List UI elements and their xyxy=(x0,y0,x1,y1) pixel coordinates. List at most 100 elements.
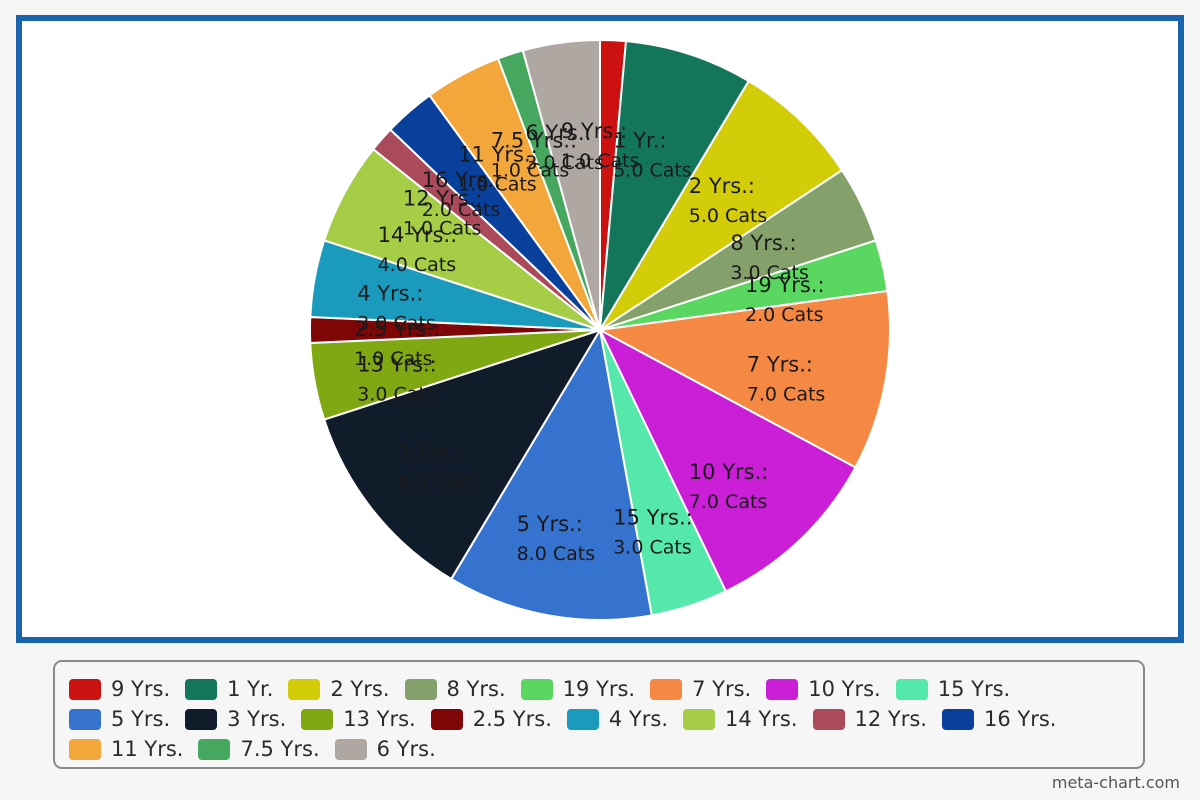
legend-label: 15 Yrs. xyxy=(937,677,1011,701)
slice-value-9-yrs: 1.0 Cats xyxy=(561,150,640,172)
legend-swatch xyxy=(288,678,321,700)
slice-label-12-yrs: 12 Yrs.: xyxy=(403,187,483,211)
slice-value-5-yrs: 8.0 Cats xyxy=(517,543,596,565)
slice-value-13-yrs: 3.0 Cats xyxy=(357,383,436,405)
legend-item-4-yrs[interactable]: 4 Yrs. xyxy=(566,707,669,731)
legend-label: 16 Yrs. xyxy=(983,707,1057,731)
pie-slice-2-yrs[interactable] xyxy=(599,79,844,331)
pie-slice-7-yrs[interactable] xyxy=(596,289,891,469)
pie-slice-5-yrs[interactable] xyxy=(449,327,653,621)
legend-item-3-yrs[interactable]: 3 Yrs. xyxy=(185,707,286,731)
legend-swatch xyxy=(430,708,463,730)
legend-label: 4 Yrs. xyxy=(608,707,669,731)
legend-item-15-yrs[interactable]: 15 Yrs. xyxy=(895,677,1011,701)
legend-swatch xyxy=(566,708,599,730)
slice-label-16-yrs: 16 Yrs.: xyxy=(422,168,502,192)
legend-item-5-yrs[interactable]: 5 Yrs. xyxy=(69,707,170,731)
slice-value-6-yrs: 3.0 Cats xyxy=(525,152,604,174)
legend-label: 19 Yrs. xyxy=(562,677,636,701)
legend-label: 9 Yrs. xyxy=(111,677,171,701)
slice-value-1-yr: 5.0 Cats xyxy=(613,160,692,182)
slice-label-8-yrs: 8 Yrs.: xyxy=(730,231,796,255)
legend-row: 5 Yrs. 3 Yrs. 13 Yrs. 2.5 Yrs. 4 Yrs. 14 Yrs.… xyxy=(69,704,1143,734)
legend-item-19-yrs[interactable]: 19 Yrs. xyxy=(520,677,636,701)
legend-item-14-yrs[interactable]: 14 Yrs. xyxy=(683,707,798,731)
slice-label-7-5-yrs: 7.5 Yrs.: xyxy=(491,129,577,153)
slice-label-4-yrs: 4 Yrs.: xyxy=(357,282,423,306)
legend-row: 9 Yrs. 1 Yr. 2 Yrs. 8 Yrs. 19 Yrs. 7 Yrs. 10 Y… xyxy=(69,674,1143,704)
legend-label: 7.5 Yrs. xyxy=(240,737,320,761)
legend-item-7-5-yrs[interactable]: 7.5 Yrs. xyxy=(198,737,320,761)
slice-value-7-yrs: 7.0 Cats xyxy=(747,383,826,405)
slice-value-2-yrs: 5.0 Cats xyxy=(689,205,768,227)
slice-value-8-yrs: 3.0 Cats xyxy=(730,262,809,284)
legend-label: 13 Yrs. xyxy=(343,707,416,731)
legend-swatch xyxy=(766,678,799,700)
legend-item-11-yrs[interactable]: 11 Yrs. xyxy=(69,737,183,761)
legend-item-7-yrs[interactable]: 7 Yrs. xyxy=(650,677,751,701)
legend-swatch xyxy=(683,708,716,730)
legend-item-9-yrs[interactable]: 9 Yrs. xyxy=(69,677,170,701)
legend-item-12-yrs[interactable]: 12 Yrs. xyxy=(812,707,927,731)
slice-label-2-yrs: 2 Yrs.: xyxy=(689,174,755,198)
legend-label: 5 Yrs. xyxy=(111,707,171,731)
slice-label-19-yrs: 19 Yrs.: xyxy=(745,273,825,297)
legend-swatch xyxy=(812,708,845,730)
legend-item-1-yr[interactable]: 1 Yr. xyxy=(185,677,273,701)
legend-label: 10 Yrs. xyxy=(808,677,881,701)
slice-label-13-yrs: 13 Yrs.: xyxy=(357,352,437,376)
legend-swatch xyxy=(301,708,334,730)
legend-row: 11 Yrs. 7.5 Yrs. 6 Yrs. xyxy=(69,734,1143,764)
legend-label: 11 Yrs. xyxy=(111,737,184,761)
pie-slice-1-yr[interactable] xyxy=(599,40,751,331)
legend-label: 8 Yrs. xyxy=(446,677,506,701)
legend-item-13-yrs[interactable]: 13 Yrs. xyxy=(301,707,416,731)
slice-value-3-yrs: 8.0 Cats xyxy=(397,472,476,494)
legend-item-2-5-yrs[interactable]: 2.5 Yrs. xyxy=(430,707,552,731)
slice-value-15-yrs: 3.0 Cats xyxy=(613,536,692,558)
slice-label-1-yr: 1 Yr.: xyxy=(613,129,666,153)
legend: 9 Yrs. 1 Yr. 2 Yrs. 8 Yrs. 19 Yrs. 7 Yrs. 10 Y… xyxy=(53,660,1145,769)
legend-swatch xyxy=(69,738,101,760)
slice-label-11-yrs: 11 Yrs.: xyxy=(458,143,538,167)
legend-label: 3 Yrs. xyxy=(227,707,287,731)
slice-label-10-yrs: 10 Yrs.: xyxy=(689,460,769,484)
slice-label-15-yrs: 15 Yrs.: xyxy=(613,505,693,529)
slice-value-7-5-yrs: 1.0 Cats xyxy=(491,160,570,182)
slice-label-3-yrs: 3 Yrs.: xyxy=(397,441,463,465)
legend-item-16-yrs[interactable]: 16 Yrs. xyxy=(941,707,1057,731)
legend-swatch xyxy=(650,678,683,700)
slice-value-10-yrs: 7.0 Cats xyxy=(689,491,768,513)
slice-value-16-yrs: 2.0 Cats xyxy=(422,199,501,221)
slice-value-11-yrs: 1.0 Cats xyxy=(458,174,537,196)
slice-value-14-yrs: 4.0 Cats xyxy=(378,254,457,276)
legend-label: 2 Yrs. xyxy=(330,677,390,701)
legend-swatch xyxy=(941,708,974,730)
slice-value-12-yrs: 1.0 Cats xyxy=(403,218,482,240)
legend-swatch xyxy=(185,708,218,730)
legend-item-8-yrs[interactable]: 8 Yrs. xyxy=(404,677,506,701)
legend-item-6-yrs[interactable]: 6 Yrs. xyxy=(334,737,436,761)
legend-swatch xyxy=(69,708,101,730)
slice-value-19-yrs: 2.0 Cats xyxy=(745,304,824,326)
legend-swatch xyxy=(185,678,218,700)
legend-label: 14 Yrs. xyxy=(725,707,798,731)
legend-swatch xyxy=(895,678,928,700)
slice-label-7-yrs: 7 Yrs.: xyxy=(747,352,813,376)
pie-slice-3-yrs[interactable] xyxy=(322,328,603,581)
legend-label: 12 Yrs. xyxy=(854,707,927,731)
legend-label: 6 Yrs. xyxy=(376,737,436,761)
pie-slice-10-yrs[interactable] xyxy=(597,327,857,593)
legend-swatch xyxy=(404,678,437,700)
legend-swatch xyxy=(520,678,553,700)
legend-swatch xyxy=(198,738,231,760)
pie-slice-6-yrs[interactable] xyxy=(521,38,601,331)
legend-item-10-yrs[interactable]: 10 Yrs. xyxy=(766,677,881,701)
legend-item-2-yrs[interactable]: 2 Yrs. xyxy=(288,677,390,701)
slice-label-9-yrs: 9 Yrs.: xyxy=(561,119,627,143)
legend-label: 1 Yr. xyxy=(227,677,274,701)
slice-label-2-5-yrs: 2.5 Yrs.: xyxy=(354,317,440,341)
legend-label: 7 Yrs. xyxy=(692,677,752,701)
slice-label-5-yrs: 5 Yrs.: xyxy=(517,512,583,536)
